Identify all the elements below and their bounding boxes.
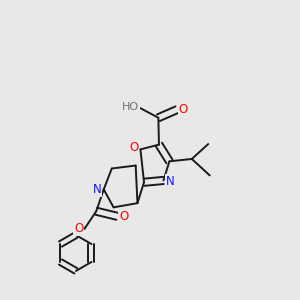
Text: O: O xyxy=(179,103,188,116)
Text: HO: HO xyxy=(122,102,139,112)
Text: N: N xyxy=(93,183,101,196)
Text: O: O xyxy=(129,141,139,154)
Text: O: O xyxy=(74,222,84,235)
Text: N: N xyxy=(166,175,174,188)
Text: O: O xyxy=(119,210,128,223)
